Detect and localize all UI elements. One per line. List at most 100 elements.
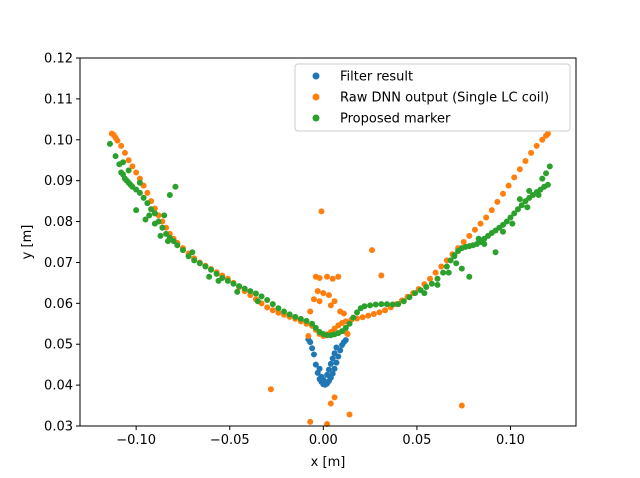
point-series-2-57 [354,309,361,316]
point-series-2-55 [346,320,353,327]
point-series-2-30 [224,277,231,284]
point-series-2-124 [516,196,523,203]
point-series-2-136 [146,212,153,219]
x-axis-label: x [m] [311,455,346,470]
point-series-2-41 [286,311,293,318]
point-series-2-117 [206,273,213,280]
point-series-1-85 [528,149,535,156]
point-series-2-110 [466,273,473,280]
legend-box [294,63,571,132]
point-series-2-26 [202,263,209,270]
y-axis-ticks: 0.03 0.04 0.05 0.06 0.07 0.08 0.09 0.10 0.11 0.12 [44,52,80,435]
point-series-0-18 [309,345,316,352]
point-series-2-119 [254,298,261,305]
point-series-2-68 [412,290,419,297]
point-series-2-127 [539,175,546,182]
point-series-2-31 [230,280,237,287]
point-series-1-36 [269,307,276,314]
legend: Filter result Raw DNN output (Single LC … [294,63,571,132]
point-series-2-65 [395,301,402,308]
point-series-2-12 [140,194,147,201]
point-series-2-22 [179,247,186,254]
legend-marker-filter-result [312,72,320,80]
y-tick-label: 0.11 [44,92,73,107]
legend-entry-raw-dnn-output: Raw DNN output (Single LC coil) [312,91,549,106]
point-series-2-14 [148,206,155,213]
point-series-0-28 [320,376,327,383]
point-series-2-73 [440,269,447,276]
point-series-1-74 [466,232,473,239]
point-series-2-137 [164,238,171,245]
point-series-2-54 [342,324,349,331]
point-series-1-35 [264,304,271,311]
point-series-2-125 [526,187,533,194]
point-series-1-101 [316,274,323,281]
point-series-2-92 [511,210,518,217]
point-series-2-33 [241,285,248,292]
point-series-2-62 [378,301,385,308]
point-series-2-103 [543,170,550,177]
point-series-1-78 [488,207,495,214]
point-series-2-63 [383,301,390,308]
point-series-1-55 [359,314,366,321]
point-series-1-58 [376,309,383,316]
point-series-2-107 [133,207,140,214]
legend-entry-proposed-marker: Proposed marker [312,112,451,127]
point-series-1-105 [314,288,321,295]
point-series-2-64 [389,301,396,308]
point-series-1-76 [477,220,484,227]
point-series-2-101 [544,181,551,188]
point-series-2-39 [275,305,282,312]
y-axis-label: y [m] [20,225,35,260]
point-series-1-102 [324,273,331,280]
point-series-1-108 [310,296,317,303]
point-series-1-80 [500,190,506,197]
point-series-0-0 [310,351,317,358]
point-series-2-17 [159,224,166,231]
point-series-0-24 [316,365,323,372]
point-series-2-27 [208,266,215,273]
point-series-2-93 [514,206,521,213]
point-series-0-1 [312,361,319,368]
point-series-2-120 [215,277,222,284]
point-series-2-18 [163,230,170,237]
point-series-2-46 [312,324,319,331]
point-series-2-128 [524,204,531,211]
point-series-2-11 [136,189,143,196]
plot-frame [79,57,577,427]
point-series-2-135 [157,232,164,239]
point-series-2-74 [443,263,450,270]
point-series-1-94 [307,418,314,425]
point-series-2-126 [535,191,542,198]
point-series-1-86 [533,142,540,149]
point-series-1-82 [511,174,518,181]
point-series-2-23 [185,253,192,260]
point-series-2-70 [423,283,430,290]
point-series-1-6 [125,157,132,164]
point-series-2-20 [170,238,177,245]
y-tick-label: 0.05 [44,338,73,353]
point-series-2-28 [213,270,220,277]
point-series-2-24 [191,257,198,264]
point-series-0-17 [342,337,349,344]
point-series-2-114 [434,281,441,288]
y-tick-label: 0.09 [44,174,73,189]
point-series-1-103 [329,275,336,282]
point-series-1-5 [121,149,128,156]
point-series-2-105 [166,191,173,198]
point-series-2-37 [264,297,271,304]
legend-label-proposed-marker: Proposed marker [340,112,451,127]
data-points [106,130,553,427]
point-series-1-69 [438,263,445,270]
point-series-2-15 [151,210,158,217]
point-series-1-97 [346,411,353,418]
point-series-1-75 [471,226,478,233]
point-series-1-89 [544,130,551,137]
point-series-2-42 [292,313,299,320]
point-series-1-114 [316,298,323,305]
y-tick-label: 0.12 [44,52,73,67]
point-series-1-83 [516,166,523,173]
point-series-2-131 [475,235,482,242]
point-series-2-91 [507,214,514,221]
point-series-1-95 [324,420,331,427]
